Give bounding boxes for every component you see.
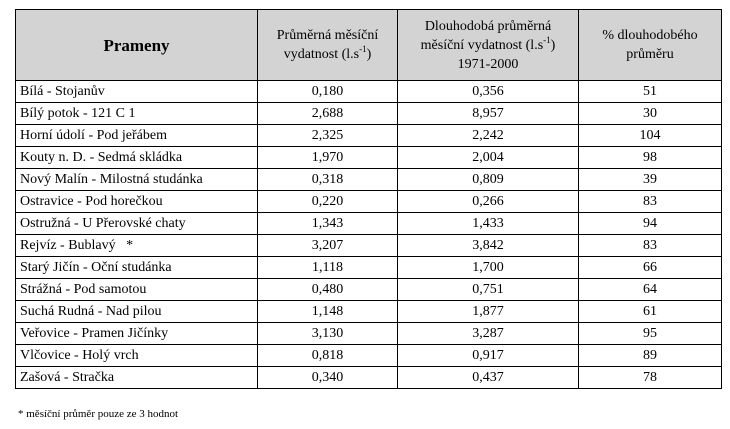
table-row: Nový Malín - Milostná studánka 0,318 0,809… bbox=[15, 168, 722, 191]
header-longterm-line2: měsíční vydatnost (l.s-1) bbox=[402, 34, 574, 55]
header-percent-line1: % dlouhodobého bbox=[602, 28, 698, 43]
table-row: Veřovice - Pramen Jičínky 3,130 3,287 95 bbox=[15, 322, 722, 345]
table-row: Zašová - Stračka 0,340 0,437 78 bbox=[15, 366, 722, 389]
percent-cell: 39 bbox=[578, 168, 722, 191]
header-percent: % dlouhodobého průměru bbox=[578, 9, 722, 81]
springs-table: Prameny Průměrná měsíční vydatnost (l.s-… bbox=[15, 9, 722, 389]
longterm-yield-cell: 3,842 bbox=[397, 234, 579, 257]
table-row: Kouty n. D. - Sedmá skládka 1,970 2,004 98 bbox=[15, 146, 722, 169]
table-row: Bílá - Stojanův 0,180 0,356 51 bbox=[15, 80, 722, 103]
header-monthly-line1: Průměrná měsíční bbox=[276, 28, 379, 43]
table-body: Bílá - Stojanův 0,180 0,356 51 Bílý potok - … bbox=[15, 80, 722, 389]
spring-name-cell: Ostružná - U Přerovské chaty bbox=[15, 212, 258, 235]
percent-cell: 78 bbox=[578, 366, 722, 389]
monthly-yield-cell: 0,180 bbox=[257, 80, 398, 103]
spring-name-cell: Bílý potok - 121 C 1 bbox=[15, 102, 258, 125]
header-monthly-yield: Průměrná měsíční vydatnost (l.s-1) bbox=[257, 9, 398, 81]
spring-name-cell: Zašová - Stračka bbox=[15, 366, 258, 389]
header-longterm-close: ) bbox=[550, 37, 556, 53]
longterm-yield-cell: 1,877 bbox=[397, 300, 579, 323]
percent-cell: 95 bbox=[578, 322, 722, 345]
spring-name-cell: Horní údolí - Pod jeřábem bbox=[15, 124, 258, 147]
header-longterm-exponent: -1 bbox=[543, 34, 551, 45]
monthly-yield-cell: 0,220 bbox=[257, 190, 398, 213]
header-monthly-exponent: -1 bbox=[359, 44, 367, 54]
monthly-yield-cell: 3,130 bbox=[257, 322, 398, 345]
percent-cell: 83 bbox=[578, 234, 722, 257]
longterm-yield-cell: 3,287 bbox=[397, 322, 579, 345]
header-springs: Prameny bbox=[15, 9, 258, 81]
monthly-yield-cell: 2,688 bbox=[257, 102, 398, 125]
monthly-yield-cell: 3,207 bbox=[257, 234, 398, 257]
longterm-yield-cell: 1,433 bbox=[397, 212, 579, 235]
percent-cell: 104 bbox=[578, 124, 722, 147]
spring-name-cell: Starý Jičín - Oční studánka bbox=[15, 256, 258, 279]
header-row: Prameny Průměrná měsíční vydatnost (l.s-… bbox=[15, 9, 722, 81]
percent-cell: 66 bbox=[578, 256, 722, 279]
percent-cell: 61 bbox=[578, 300, 722, 323]
header-longterm-line1: Dlouhodobá průměrná bbox=[424, 18, 552, 34]
table-header: Prameny Průměrná měsíční vydatnost (l.s-… bbox=[15, 9, 722, 81]
header-percent-line2: průměru bbox=[626, 47, 674, 62]
percent-cell: 64 bbox=[578, 278, 722, 301]
percent-cell: 30 bbox=[578, 102, 722, 125]
monthly-yield-cell: 1,148 bbox=[257, 300, 398, 323]
longterm-yield-cell: 0,356 bbox=[397, 80, 579, 103]
monthly-yield-cell: 0,818 bbox=[257, 344, 398, 367]
table-row: Rejvíz - Bublavý * 3,207 3,842 83 bbox=[15, 234, 722, 257]
monthly-yield-cell: 0,340 bbox=[257, 366, 398, 389]
monthly-yield-cell: 1,118 bbox=[257, 256, 398, 279]
table-row: Strážná - Pod samotou 0,480 0,751 64 bbox=[15, 278, 722, 301]
table-row: Suchá Rudná - Nad pilou 1,148 1,877 61 bbox=[15, 300, 722, 323]
longterm-yield-cell: 0,266 bbox=[397, 190, 579, 213]
spring-name-cell: Rejvíz - Bublavý * bbox=[15, 234, 258, 257]
header-longterm-period: 1971-2000 bbox=[457, 56, 519, 72]
longterm-yield-cell: 0,751 bbox=[397, 278, 579, 301]
header-monthly-line2: vydatnost (l.s-1) bbox=[262, 45, 393, 64]
monthly-yield-cell: 2,325 bbox=[257, 124, 398, 147]
table-row: Vlčovice - Holý vrch 0,818 0,917 89 bbox=[15, 344, 722, 367]
spring-name-cell: Kouty n. D. - Sedmá skládka bbox=[15, 146, 258, 169]
table-row: Ostravice - Pod horečkou 0,220 0,266 83 bbox=[15, 190, 722, 213]
longterm-yield-cell: 0,917 bbox=[397, 344, 579, 367]
footnote: * měsíční průměr pouze ze 3 hodnot bbox=[18, 408, 179, 420]
table-row: Ostružná - U Přerovské chaty 1,343 1,433 94 bbox=[15, 212, 722, 235]
spring-name-cell: Vlčovice - Holý vrch bbox=[15, 344, 258, 367]
percent-cell: 51 bbox=[578, 80, 722, 103]
longterm-yield-cell: 0,437 bbox=[397, 366, 579, 389]
table-row: Bílý potok - 121 C 1 2,688 8,957 30 bbox=[15, 102, 722, 125]
percent-cell: 89 bbox=[578, 344, 722, 367]
monthly-yield-cell: 1,343 bbox=[257, 212, 398, 235]
longterm-yield-cell: 0,809 bbox=[397, 168, 579, 191]
percent-cell: 94 bbox=[578, 212, 722, 235]
header-longterm-unit: měsíční vydatnost (l.s bbox=[420, 37, 544, 53]
monthly-yield-cell: 0,480 bbox=[257, 278, 398, 301]
header-monthly-close: ) bbox=[366, 47, 372, 62]
header-longterm-yield: Dlouhodobá průměrná měsíční vydatnost (l… bbox=[397, 9, 579, 81]
spring-name-cell: Suchá Rudná - Nad pilou bbox=[15, 300, 258, 323]
table-row: Horní údolí - Pod jeřábem 2,325 2,242 104 bbox=[15, 124, 722, 147]
spring-name-cell: Ostravice - Pod horečkou bbox=[15, 190, 258, 213]
longterm-yield-cell: 2,004 bbox=[397, 146, 579, 169]
table-row: Starý Jičín - Oční studánka 1,118 1,700 66 bbox=[15, 256, 722, 279]
percent-cell: 98 bbox=[578, 146, 722, 169]
monthly-yield-cell: 0,318 bbox=[257, 168, 398, 191]
monthly-yield-cell: 1,970 bbox=[257, 146, 398, 169]
header-monthly-unit: vydatnost (l.s bbox=[283, 47, 360, 62]
spring-name-cell: Strážná - Pod samotou bbox=[15, 278, 258, 301]
spring-name-cell: Bílá - Stojanův bbox=[15, 80, 258, 103]
longterm-yield-cell: 8,957 bbox=[397, 102, 579, 125]
spring-name-cell: Nový Malín - Milostná studánka bbox=[15, 168, 258, 191]
longterm-yield-cell: 2,242 bbox=[397, 124, 579, 147]
spring-name-cell: Veřovice - Pramen Jičínky bbox=[15, 322, 258, 345]
longterm-yield-cell: 1,700 bbox=[397, 256, 579, 279]
percent-cell: 83 bbox=[578, 190, 722, 213]
